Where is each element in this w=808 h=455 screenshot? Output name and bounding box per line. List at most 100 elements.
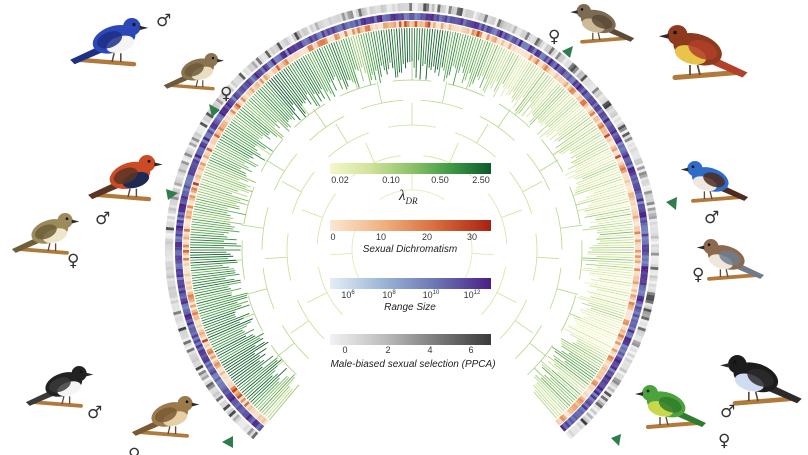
range-cell	[493, 28, 499, 36]
sexual-selection-cell	[648, 212, 657, 217]
sexual-selection-cell	[360, 7, 366, 17]
dichromatism-cell	[632, 283, 639, 288]
dichromatism-cell	[473, 29, 478, 37]
dichromatism-cell	[331, 34, 336, 42]
range-cell	[622, 341, 630, 347]
sexual-selection-cell	[423, 3, 427, 12]
dichromatism-cell	[183, 270, 191, 274]
tip-branch	[318, 48, 335, 80]
range-cell	[624, 336, 632, 342]
range-cell	[216, 380, 225, 388]
dichromatism-cell	[247, 88, 254, 96]
sexual-selection-cell	[230, 80, 239, 89]
range-cell	[641, 247, 649, 251]
range-cell	[575, 83, 583, 91]
tip-branch	[305, 54, 331, 101]
tip-branch	[403, 28, 407, 69]
sexual-selection-cell	[514, 26, 521, 36]
range-cell	[192, 336, 200, 342]
tip-branch	[481, 43, 496, 77]
tip-branch	[190, 259, 237, 264]
sexual-dichromatism-ring	[183, 20, 641, 426]
tip-branch	[536, 382, 565, 412]
dichromatism-cell	[225, 115, 232, 122]
range-cell	[510, 35, 517, 44]
range-cell	[284, 48, 291, 57]
tip-branch	[587, 195, 628, 207]
range-cell	[640, 271, 648, 275]
tip-branch	[448, 32, 459, 76]
sexual-selection-cell	[377, 5, 382, 14]
range-tick: 106	[341, 290, 355, 300]
dichromatism-cell	[184, 273, 191, 277]
tip-branch	[584, 200, 629, 212]
tip-branch	[190, 255, 234, 259]
dichromatism-cell	[190, 189, 197, 194]
sexual-selection-cell	[217, 397, 226, 405]
dichromatism-cell	[412, 21, 415, 28]
sexual-selection-cell	[638, 170, 647, 177]
sexual-selection-cell	[180, 334, 190, 340]
clade-marker-icon	[611, 434, 621, 446]
sexual-selection-cell	[165, 246, 174, 250]
dichromatism-cell	[183, 260, 190, 264]
sexual-selection-cell	[580, 74, 588, 83]
sexual-selection-colorbar	[330, 334, 491, 345]
tip-branch	[375, 30, 383, 67]
dichromatism-cell	[229, 385, 237, 391]
tip-branch	[577, 168, 619, 186]
internal-branch	[499, 299, 527, 340]
sexual-selection-cell	[170, 195, 179, 201]
range-cell	[215, 115, 223, 122]
sexual-selection-cell	[166, 221, 175, 226]
range-cell	[235, 89, 243, 97]
tip-branch	[452, 34, 467, 85]
range-cell	[220, 108, 228, 115]
sexual-selection-cell	[643, 307, 652, 313]
sexual-selection-cell	[567, 62, 576, 71]
dichromatism-cell	[254, 81, 261, 88]
sexual-selection-cell	[219, 93, 228, 101]
dichromatism-cell	[607, 354, 615, 360]
tip-branch	[551, 346, 595, 377]
sexual-selection-cell	[180, 160, 190, 166]
dichromatism-cell	[616, 159, 624, 165]
tip-branch	[307, 53, 329, 92]
brown-finch-female-icon	[131, 396, 200, 438]
range-cell	[253, 71, 261, 80]
range-cell	[635, 192, 643, 198]
dichromatism-cell	[197, 166, 205, 172]
sexual-selection-cell	[636, 165, 646, 172]
sexual-selection-cell	[165, 252, 174, 256]
dichromatism-cell	[565, 83, 572, 90]
dichromatism-cell	[634, 247, 641, 251]
sexual-selection-cell	[202, 116, 211, 124]
tip-branch	[367, 32, 377, 71]
range-cell	[190, 331, 198, 337]
tip-branch	[257, 89, 289, 123]
tip-branch	[251, 377, 280, 405]
dichromatism-cell	[338, 32, 344, 39]
sexual-selection-cell	[262, 51, 270, 60]
tip-branch	[259, 88, 290, 121]
tip-branch	[546, 106, 583, 138]
sexual-selection-cell	[298, 29, 305, 38]
dichromatism-cell	[589, 111, 596, 117]
dichromatism-cell	[584, 389, 591, 396]
tip-branch	[592, 244, 634, 247]
range-cell	[635, 195, 644, 200]
sexual-selection-cell	[593, 89, 602, 97]
range-cell	[632, 313, 640, 319]
dichromatism-cell	[611, 347, 618, 353]
sexual-selection-cell	[208, 385, 218, 393]
tip-branch	[209, 321, 252, 341]
range-cell	[237, 405, 245, 413]
range-cell	[641, 252, 649, 256]
dichromatism-cell	[603, 361, 611, 367]
range-cell	[621, 151, 629, 157]
dichromatism-cell	[309, 44, 315, 51]
sexual-selection-cell	[569, 64, 578, 73]
sexual-selection-cell	[165, 266, 174, 271]
tip-branch	[212, 331, 246, 348]
tip-branch	[598, 262, 634, 266]
